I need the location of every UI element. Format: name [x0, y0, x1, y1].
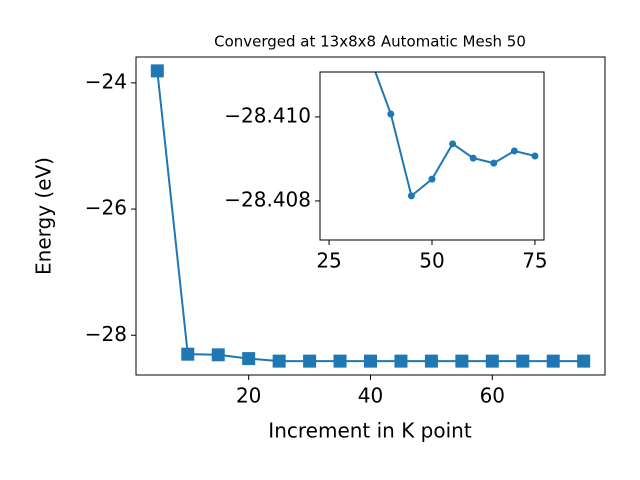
- marker: [485, 354, 499, 368]
- y-axis-label: Energy (eV): [32, 157, 56, 275]
- marker: [577, 354, 591, 368]
- marker: [490, 159, 498, 167]
- marker: [455, 354, 469, 368]
- marker: [394, 354, 408, 368]
- plot-content: [374, 72, 539, 200]
- y-tick-label: −24: [85, 69, 127, 93]
- marker: [387, 110, 395, 118]
- marker: [303, 354, 317, 368]
- marker: [449, 140, 457, 148]
- y-tick-label: −28: [85, 322, 127, 346]
- x-tick-label: 75: [522, 249, 547, 273]
- x-tick-label: 20: [236, 384, 261, 408]
- x-tick-label: 40: [358, 384, 383, 408]
- marker: [150, 64, 164, 78]
- marker: [211, 348, 225, 362]
- x-tick-label: 50: [419, 249, 444, 273]
- plot-content: [150, 64, 591, 368]
- y-tick-label: −28.408: [224, 187, 311, 211]
- marker: [510, 147, 518, 155]
- marker: [516, 354, 530, 368]
- marker: [531, 152, 539, 160]
- marker: [181, 347, 195, 361]
- marker: [424, 354, 438, 368]
- y-tick-label: −26: [85, 196, 127, 220]
- x-axis-label: Increment in K point: [268, 419, 472, 443]
- marker: [333, 354, 347, 368]
- marker: [364, 354, 377, 368]
- chart-title: Converged at 13x8x8 Automatic Mesh 50: [214, 33, 526, 51]
- marker: [546, 354, 560, 368]
- x-tick-label: 25: [316, 249, 341, 273]
- marker: [242, 352, 256, 366]
- marker: [428, 175, 436, 183]
- x-tick-label: 60: [480, 384, 505, 408]
- marker: [469, 154, 477, 162]
- marker: [272, 354, 286, 368]
- y-tick-label: −28.410: [224, 103, 311, 127]
- marker: [407, 192, 415, 200]
- plot-area: [320, 72, 544, 240]
